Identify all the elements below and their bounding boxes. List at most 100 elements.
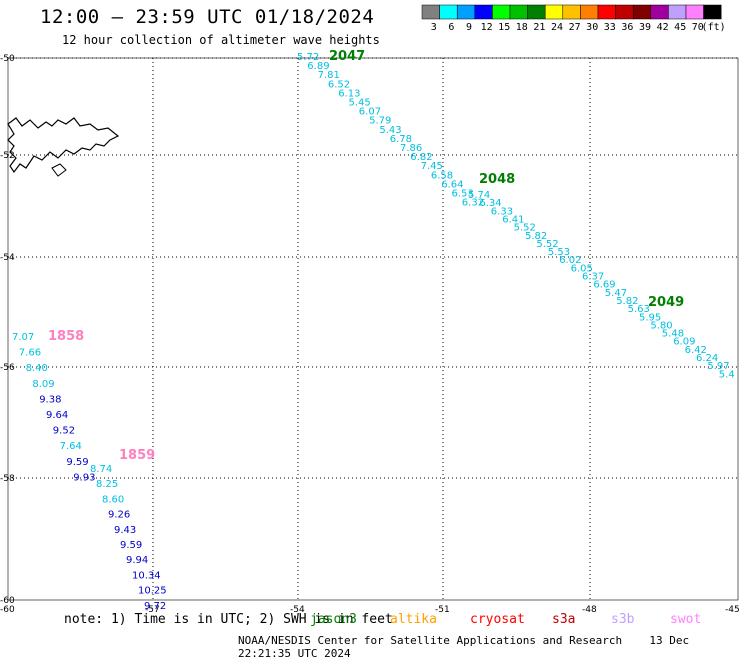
swh-value: 6.13 <box>338 88 360 99</box>
satellite-label-s3a: s3a <box>552 612 576 627</box>
lat-label: -60 <box>0 596 15 606</box>
swh-value: 9.72 <box>144 601 166 612</box>
swh-value: 5.53 <box>548 247 570 258</box>
swh-value: 7.64 <box>60 441 82 452</box>
swh-value: 5.95 <box>639 312 661 323</box>
legend-label: 18 <box>516 22 528 33</box>
swh-value: 8.25 <box>96 479 118 490</box>
swh-value: 5.63 <box>628 304 650 315</box>
swh-value: 5.52 <box>514 223 536 234</box>
swh-value: 6.32 <box>462 198 484 209</box>
footer: NOAA/NESDIS Center for Satellite Applica… <box>238 634 740 660</box>
pass-label: 2047 <box>329 49 365 64</box>
swh-value: 6.02 <box>559 255 581 266</box>
swh-value: 6.78 <box>390 134 412 145</box>
swh-value: 9.26 <box>108 510 130 521</box>
legend-label: 42 <box>657 22 669 33</box>
swh-value: 5.82 <box>525 231 547 242</box>
pass-label: 2048 <box>479 172 515 187</box>
swh-value: 5.74 <box>468 190 490 201</box>
lon-label: -48 <box>582 605 597 615</box>
legend-label: 3 <box>431 22 437 33</box>
swh-value: 7.66 <box>19 348 41 359</box>
satellite-label-altika: altika <box>390 612 437 627</box>
swh-value: 5.47 <box>605 288 627 299</box>
swh-value: 6.89 <box>307 61 329 72</box>
legend-label: 24 <box>551 22 563 33</box>
lon-label: -54 <box>290 605 305 615</box>
swh-value: 6.05 <box>571 263 593 274</box>
swh-value: 6.53 <box>452 189 474 200</box>
swh-value: 9.94 <box>126 555 148 566</box>
swh-value: 7.07 <box>12 332 34 343</box>
swh-value: 10.34 <box>132 570 161 581</box>
swh-value: 6.34 <box>479 198 501 209</box>
lon-label: -51 <box>435 605 450 615</box>
legend-label: 12 <box>481 22 493 33</box>
swh-value: 5.48 <box>662 329 684 340</box>
swh-value: 6.82 <box>410 152 432 163</box>
legend-label: 33 <box>604 22 616 33</box>
swh-value: 6.58 <box>431 170 453 181</box>
note-line: note: 1) Time is in UTC; 2) SWH is in fe… <box>64 612 393 627</box>
legend-label: 45 <box>674 22 686 33</box>
legend-label: 39 <box>639 22 651 33</box>
swh-value: 7.45 <box>421 161 443 172</box>
legend-swatch <box>703 4 722 20</box>
page-title: 12:00 — 23:59 UTC 01/18/2024 <box>40 6 375 28</box>
legend-label: 9 <box>466 22 472 33</box>
satellite-label-s3b: s3b <box>611 612 635 627</box>
swh-value: 5.72 <box>297 52 319 63</box>
swh-value: 7.81 <box>318 70 340 81</box>
swh-value: 9.38 <box>39 394 61 405</box>
swh-value: 7.86 <box>400 143 422 154</box>
swh-value: 5.97 <box>707 361 729 372</box>
swh-value: 6.69 <box>593 280 615 291</box>
lon-label: -57 <box>145 605 160 615</box>
swh-value: 8.09 <box>32 379 54 390</box>
falkland-islands-coastline <box>7 117 120 174</box>
pass-label: 2049 <box>648 295 684 310</box>
legend-label: 15 <box>498 22 510 33</box>
lat-label: -56 <box>0 363 15 373</box>
lat-label: -54 <box>0 253 15 263</box>
swh-value: 8.40 <box>26 363 48 374</box>
page-subtitle: 12 hour collection of altimeter wave hei… <box>62 33 380 47</box>
legend-label: 30 <box>586 22 598 33</box>
satellite-label-cryosat: cryosat <box>470 612 525 627</box>
swh-value: 6.07 <box>359 107 381 118</box>
lat-label: -58 <box>0 474 15 484</box>
pass-label: 1859 <box>119 448 155 463</box>
lon-label: -60 <box>0 605 15 615</box>
swh-value: 8.60 <box>102 494 124 505</box>
wave-height-legend: 3 6 9 12 15 18 21 24 27 30 33 36 39 42 45 70(ft) <box>421 4 726 33</box>
satellite-label-jason3: jason3 <box>310 612 357 627</box>
swh-value: 5.80 <box>650 320 672 331</box>
note-text: note: 1) Time is in UTC; 2) SWH is in fe… <box>64 612 393 627</box>
swh-value: 5.52 <box>536 239 558 250</box>
footer-credit: NOAA/NESDIS Center for Satellite Applica… <box>238 634 623 647</box>
swh-value: 9.59 <box>120 540 142 551</box>
swh-value: 6.64 <box>441 179 463 190</box>
pass-label: 1858 <box>48 329 84 344</box>
legend-unit: (ft) <box>702 22 726 33</box>
swh-value: 6.52 <box>328 79 350 90</box>
swh-value: 5.43 <box>379 125 401 136</box>
legend-label: 21 <box>533 22 545 33</box>
swh-value: 10.25 <box>138 586 167 597</box>
legend-label: 27 <box>569 22 581 33</box>
lon-label: -45 <box>725 605 740 615</box>
legend-label: 6 <box>448 22 454 33</box>
swh-value: 9.52 <box>53 426 75 437</box>
legend-label: 36 <box>621 22 633 33</box>
swh-value: 9.64 <box>46 410 68 421</box>
swh-value: 9.93 <box>73 472 95 483</box>
swh-value: 5.82 <box>616 296 638 307</box>
swh-value: 9.43 <box>114 525 136 536</box>
swh-value: 5.79 <box>369 116 391 127</box>
swh-value: 9.59 <box>66 457 88 468</box>
swh-value: 6.33 <box>491 206 513 217</box>
legend-label: 70 <box>692 22 704 33</box>
